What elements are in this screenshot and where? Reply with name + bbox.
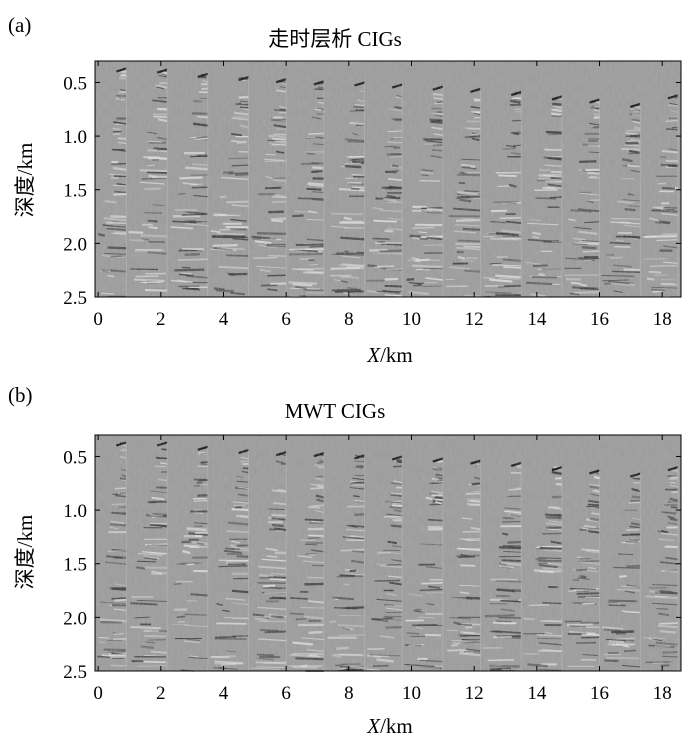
y-axis-ticks: 0.5 1.0 1.5 2.0 2.5 <box>63 73 681 309</box>
y-tick-label: 1.5 <box>63 181 87 202</box>
x-tick-label: 8 <box>344 683 354 704</box>
panel-label: (b) <box>8 383 33 407</box>
x-tick-label: 10 <box>402 683 421 704</box>
x-tick-label: 8 <box>344 309 354 330</box>
x-axis-ticks: 0 2 4 6 8 10 12 14 16 18 <box>93 435 672 704</box>
x-tick-label: 2 <box>156 309 166 330</box>
x-tick-label: 16 <box>590 309 609 330</box>
plot-frame <box>94 434 682 672</box>
x-axis-label: X/km <box>366 343 413 367</box>
panel-title: MWT CIGs <box>285 399 386 423</box>
x-tick-label: 4 <box>219 683 229 704</box>
seismic-image <box>94 60 682 299</box>
y-axis-ticks: 0.5 1.0 1.5 2.0 2.5 <box>63 447 681 683</box>
y-axis-label: 深度/km <box>13 515 37 590</box>
y-tick-label: 2.5 <box>63 288 87 309</box>
y-tick-label: 1.0 <box>63 501 87 522</box>
panel-a: (a) 走时层析 CIGs 0 2 4 6 8 10 12 14 16 18 0.5 1.0 1.5 2… <box>8 13 682 367</box>
seismic-image <box>94 434 682 672</box>
noise-texture <box>95 61 681 297</box>
noise-texture <box>95 435 681 671</box>
y-tick-label: 2.0 <box>63 608 87 629</box>
x-tick-label: 0 <box>93 309 103 330</box>
x-tick-label: 12 <box>465 309 484 330</box>
x-tick-label: 2 <box>156 683 166 704</box>
plot-frame <box>94 60 682 298</box>
y-tick-label: 0.5 <box>63 73 87 94</box>
x-tick-label: 0 <box>93 683 103 704</box>
x-tick-label: 18 <box>653 309 672 330</box>
x-axis-variable: X <box>366 343 381 367</box>
x-tick-label: 6 <box>281 309 291 330</box>
x-tick-label: 4 <box>219 309 229 330</box>
x-axis-label: X/km <box>366 714 413 738</box>
x-axis-unit: /km <box>380 343 413 367</box>
panel-b: (b) MWT CIGs 0 2 4 6 8 10 12 14 16 18 0.5 1.0 1.5 2.… <box>8 383 682 738</box>
x-tick-label: 16 <box>590 683 609 704</box>
x-tick-label: 6 <box>281 683 291 704</box>
x-tick-label: 18 <box>653 683 672 704</box>
x-tick-label: 12 <box>465 683 484 704</box>
x-axis-variable: X <box>366 714 381 738</box>
x-axis-unit: /km <box>380 714 413 738</box>
y-axis-label: 深度/km <box>13 143 37 218</box>
y-tick-label: 2.5 <box>63 662 87 683</box>
y-tick-label: 1.5 <box>63 555 87 576</box>
panel-title: 走时层析 CIGs <box>268 27 402 51</box>
y-tick-label: 2.0 <box>63 234 87 255</box>
panel-label: (a) <box>8 13 31 37</box>
y-tick-label: 0.5 <box>63 447 87 468</box>
y-tick-label: 1.0 <box>63 127 87 148</box>
x-tick-label: 14 <box>527 683 547 704</box>
x-tick-label: 10 <box>402 309 421 330</box>
x-axis-ticks: 0 2 4 6 8 10 12 14 16 18 <box>93 61 672 330</box>
x-tick-label: 14 <box>527 309 547 330</box>
